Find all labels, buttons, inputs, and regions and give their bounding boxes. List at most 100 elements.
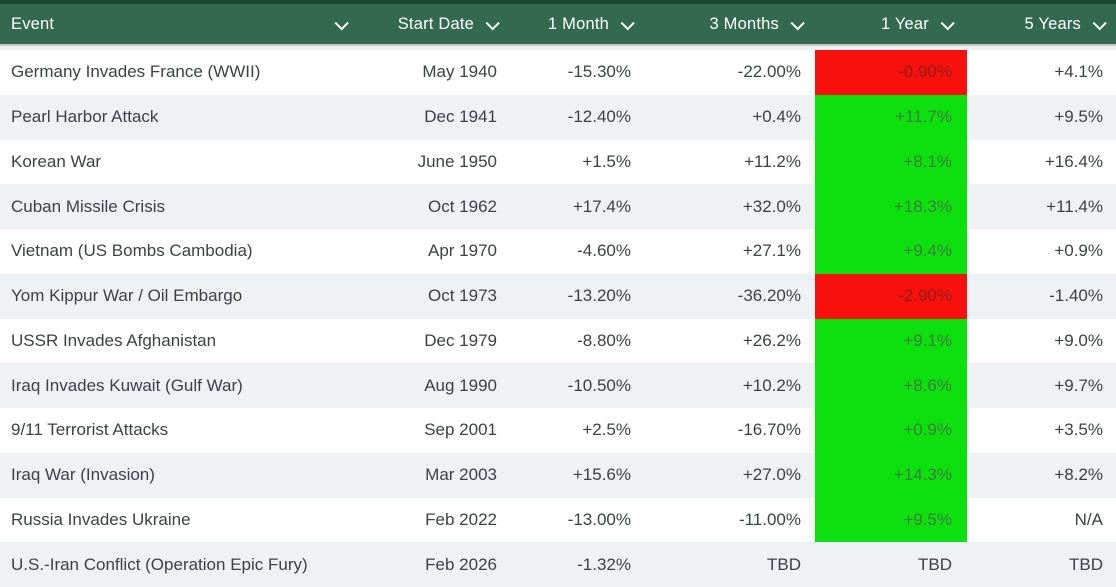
table-row: Iraq Invades Kuwait (Gulf War) Aug 1990 … (0, 363, 1116, 408)
one-month-cell: -15.30% (567, 62, 631, 82)
three-months-cell: +27.1% (742, 241, 801, 261)
one-year-cell: -0.90% (815, 50, 967, 95)
table-row: Iraq War (Invasion) Mar 2003 +15.6% +27.… (0, 452, 1116, 498)
table-row: U.S.-Iran Conflict (Operation Epic Fury)… (0, 542, 1116, 587)
three-months-cell: -22.00% (737, 62, 801, 82)
one-year-cell: -2.90% (815, 273, 967, 319)
one-year-cell: +11.7% (815, 94, 967, 140)
five-years-cell: TBD (1069, 554, 1103, 574)
one-month-cell: -12.40% (567, 107, 631, 127)
start-date-cell: May 1940 (422, 62, 497, 82)
three-months-cell: TBD (767, 554, 801, 574)
one-month-cell: -10.50% (567, 375, 631, 395)
event-cell: U.S.-Iran Conflict (Operation Epic Fury) (11, 554, 308, 574)
one-month-cell: -4.60% (577, 241, 631, 261)
five-years-cell: N/A (1074, 509, 1103, 529)
three-months-cell: +32.0% (742, 196, 801, 216)
one-year-cell: +8.6% (815, 363, 967, 408)
one-month-cell: +1.5% (582, 151, 631, 171)
chevron-down-icon[interactable] (620, 16, 635, 31)
one-year-cell: +0.9% (815, 408, 967, 453)
one-year-cell: +9.1% (815, 318, 967, 364)
table-row: Germany Invades France (WWII) May 1940 -… (0, 50, 1116, 95)
event-cell: Iraq War (Invasion) (11, 465, 155, 485)
start-date-cell: Sep 2001 (424, 420, 497, 440)
start-date-cell: June 1950 (417, 151, 497, 171)
column-header-3-months-label: 3 Months (709, 14, 779, 33)
table-row: Pearl Harbor Attack Dec 1941 -12.40% +0.… (0, 94, 1116, 140)
start-date-cell: Mar 2003 (425, 465, 497, 485)
start-date-cell: Aug 1990 (424, 375, 497, 395)
column-header-start-date-label: Start Date (397, 14, 474, 33)
table-row: Yom Kippur War / Oil Embargo Oct 1973 -1… (0, 273, 1116, 319)
five-years-cell: +9.7% (1054, 375, 1103, 395)
table-row: Vietnam (US Bombs Cambodia) Apr 1970 -4.… (0, 229, 1116, 274)
one-month-cell: -13.00% (567, 509, 631, 529)
chevron-down-icon[interactable] (334, 16, 349, 31)
one-month-cell: +2.5% (582, 420, 631, 440)
column-header-1-month[interactable]: 1 Month (510, 4, 645, 44)
chevron-down-icon[interactable] (485, 16, 500, 31)
column-header-1-year-label: 1 Year (880, 14, 929, 33)
event-cell: Germany Invades France (WWII) (11, 62, 261, 82)
event-cell: Korean War (11, 151, 102, 171)
three-months-cell: -16.70% (737, 420, 801, 440)
one-month-cell: +15.6% (572, 465, 631, 485)
three-months-cell: -11.00% (738, 509, 801, 529)
one-month-cell: +17.4% (572, 196, 631, 216)
event-cell: Cuban Missile Crisis (11, 196, 165, 216)
start-date-cell: Oct 1962 (428, 196, 497, 216)
one-year-cell: +18.3% (815, 184, 967, 229)
chevron-down-icon[interactable] (940, 16, 955, 31)
column-header-3-months[interactable]: 3 Months (645, 4, 815, 44)
column-header-event[interactable]: Event (0, 4, 360, 44)
five-years-cell: -1.40% (1049, 286, 1103, 306)
five-years-cell: +8.2% (1054, 465, 1103, 485)
one-year-cell: +8.1% (815, 139, 967, 185)
table-header-row: Event Start Date 1 Month 3 Months 1 Year… (0, 0, 1116, 44)
three-months-cell: -36.20% (737, 286, 801, 306)
start-date-cell: Dec 1979 (424, 330, 497, 350)
three-months-cell: +10.2% (742, 375, 801, 395)
three-months-cell: +0.4% (752, 107, 801, 127)
table-row: Korean War June 1950 +1.5% +11.2% +8.1% … (0, 139, 1116, 185)
one-year-cell: +14.3% (815, 452, 967, 498)
start-date-cell: Feb 2022 (425, 509, 497, 529)
one-month-cell: -13.20% (567, 286, 631, 306)
three-months-cell: +27.0% (742, 465, 801, 485)
column-header-5-years[interactable]: 5 Years (967, 4, 1116, 44)
event-cell: Pearl Harbor Attack (11, 107, 159, 127)
table-body: Germany Invades France (WWII) May 1940 -… (0, 50, 1116, 587)
one-year-cell: +9.4% (815, 229, 967, 274)
column-header-start-date[interactable]: Start Date (360, 4, 510, 44)
five-years-cell: +9.5% (1054, 107, 1103, 127)
column-header-1-month-label: 1 Month (547, 14, 609, 33)
start-date-cell: Feb 2026 (425, 554, 497, 574)
three-months-cell: +11.2% (744, 151, 801, 171)
header-divider (0, 44, 1116, 50)
column-header-5-years-label: 5 Years (1024, 14, 1081, 33)
one-year-cell: TBD (918, 554, 952, 574)
table-row: USSR Invades Afghanistan Dec 1979 -8.80%… (0, 318, 1116, 364)
column-header-1-year[interactable]: 1 Year (815, 4, 967, 44)
event-cell: Russia Invades Ukraine (11, 509, 191, 529)
five-years-cell: +9.0% (1054, 330, 1103, 350)
event-cell: Iraq Invades Kuwait (Gulf War) (11, 375, 243, 395)
start-date-cell: Apr 1970 (428, 241, 497, 261)
event-cell: 9/11 Terrorist Attacks (11, 420, 169, 440)
five-years-cell: +3.5% (1054, 420, 1103, 440)
event-cell: USSR Invades Afghanistan (11, 330, 217, 350)
start-date-cell: Oct 1973 (428, 286, 497, 306)
event-cell: Yom Kippur War / Oil Embargo (11, 286, 243, 306)
three-months-cell: +26.2% (742, 330, 801, 350)
one-month-cell: -8.80% (577, 330, 631, 350)
chevron-down-icon[interactable] (790, 16, 805, 31)
chevron-down-icon[interactable] (1092, 16, 1107, 31)
five-years-cell: +11.4% (1046, 196, 1103, 216)
column-header-event-label: Event (11, 14, 55, 33)
table-row: 9/11 Terrorist Attacks Sep 2001 +2.5% -1… (0, 408, 1116, 453)
one-month-cell: -1.32% (577, 554, 631, 574)
one-year-cell: +9.5% (815, 497, 967, 543)
five-years-cell: +0.9% (1054, 241, 1103, 261)
